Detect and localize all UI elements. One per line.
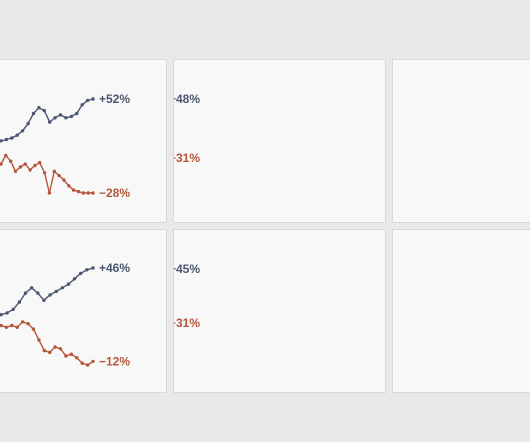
data-point-4-2-6 xyxy=(26,322,30,326)
data-point-4-1-12 xyxy=(66,282,71,286)
data-point-1-2-20 xyxy=(91,191,95,195)
data-point-4-1-16 xyxy=(91,266,95,270)
data-point-4-1-10 xyxy=(54,289,58,294)
chart-svg-6 xyxy=(393,230,530,393)
data-point-4-2-12 xyxy=(58,347,63,351)
series-line-4-1 xyxy=(0,267,94,316)
data-point-1-2-12 xyxy=(52,169,56,173)
data-point-4-1-2 xyxy=(5,311,9,315)
series-line-1-2 xyxy=(0,154,93,194)
data-point-4-1-4 xyxy=(17,300,22,304)
data-point-4-2-5 xyxy=(20,320,25,324)
data-point-4-2-11 xyxy=(53,345,57,349)
data-point-1-2-15 xyxy=(67,184,71,188)
chart-panel-1: +52% −28% xyxy=(0,59,167,223)
data-point-1-1-17 xyxy=(85,98,90,103)
series-line-1-1 xyxy=(0,98,94,142)
chart-svg-3 xyxy=(393,60,530,223)
data-point-1-2-10 xyxy=(42,171,47,175)
data-point-1-2-5 xyxy=(18,165,23,169)
data-point-1-2-1 xyxy=(0,162,3,166)
data-point-4-1-6 xyxy=(30,286,34,290)
chart-panel-6 xyxy=(392,229,530,393)
data-point-4-2-9 xyxy=(42,348,46,353)
chart-svg-4: +46% −12% xyxy=(0,261,130,368)
chart-svg-1: +52% −28% xyxy=(0,92,130,200)
data-point-4-2-4 xyxy=(15,325,19,329)
data-point-4-2-13 xyxy=(64,354,68,358)
data-point-1-1-12 xyxy=(58,113,63,117)
end-label-1-1: +52% xyxy=(99,92,130,106)
data-point-1-2-19 xyxy=(86,191,90,195)
data-point-1-1-11 xyxy=(53,116,57,120)
data-point-4-1-5 xyxy=(23,291,28,295)
data-point-4-1-13 xyxy=(72,277,77,281)
chart-svg-5: +45% −31% xyxy=(174,262,200,330)
end-label-4-2: −12% xyxy=(99,354,130,368)
end-label-5-1: +45% xyxy=(174,262,200,276)
data-point-4-2-14 xyxy=(69,352,74,356)
data-point-4-1-7 xyxy=(36,291,40,295)
data-point-1-1-16 xyxy=(80,103,84,107)
data-point-4-2-8 xyxy=(37,338,41,342)
data-point-1-2-9 xyxy=(38,160,42,165)
data-point-1-2-2 xyxy=(4,153,8,158)
data-point-1-2-7 xyxy=(28,168,32,172)
data-point-1-2-18 xyxy=(81,191,86,195)
data-point-4-2-15 xyxy=(75,356,79,360)
data-point-4-2-10 xyxy=(48,350,52,355)
data-point-1-1-15 xyxy=(75,111,79,116)
data-point-1-2-8 xyxy=(33,163,37,168)
data-point-4-1-8 xyxy=(42,298,46,302)
chart-svg-2: +48% −31% xyxy=(174,92,200,165)
data-point-4-1-11 xyxy=(60,286,64,290)
data-point-1-1-3 xyxy=(10,136,14,140)
end-label-1-2: −28% xyxy=(99,186,130,200)
chart-panel-5: +45% −31% xyxy=(173,229,386,393)
chart-panel-2: +48% −31% xyxy=(173,59,386,223)
data-point-4-1-9 xyxy=(48,293,52,297)
chart-panel-4: +46% −12% xyxy=(0,229,167,393)
data-point-4-2-16 xyxy=(80,361,84,365)
data-point-1-1-5 xyxy=(20,129,25,133)
data-point-4-2-3 xyxy=(10,323,14,328)
data-point-4-1-1 xyxy=(0,313,3,317)
data-point-1-1-8 xyxy=(37,106,41,110)
data-point-4-2-17 xyxy=(85,363,90,367)
data-point-1-2-3 xyxy=(9,159,13,163)
data-point-1-1-13 xyxy=(64,116,68,120)
data-point-1-1-9 xyxy=(42,108,46,113)
end-label-2-1: +48% xyxy=(174,92,200,106)
data-point-1-1-18 xyxy=(91,97,95,101)
data-point-4-1-3 xyxy=(11,307,15,311)
data-point-1-1-1 xyxy=(0,139,3,143)
data-point-1-1-6 xyxy=(26,121,30,126)
data-point-1-1-2 xyxy=(4,137,9,142)
data-point-4-2-7 xyxy=(31,327,36,331)
data-point-4-2-1 xyxy=(0,323,3,328)
data-point-1-2-4 xyxy=(13,169,18,173)
data-point-1-2-16 xyxy=(71,188,76,192)
data-point-1-2-13 xyxy=(57,173,61,178)
end-label-5-2: −31% xyxy=(174,316,200,330)
data-point-4-2-18 xyxy=(91,359,95,364)
data-point-1-2-17 xyxy=(76,189,81,194)
data-point-1-1-14 xyxy=(69,114,74,119)
data-point-4-1-15 xyxy=(85,268,89,272)
end-label-4-1: +46% xyxy=(99,261,130,275)
data-point-1-2-11 xyxy=(47,191,52,195)
data-point-1-1-7 xyxy=(31,111,36,116)
data-point-1-1-4 xyxy=(15,133,19,137)
data-point-4-1-14 xyxy=(79,271,83,276)
data-point-1-2-6 xyxy=(23,162,27,166)
end-label-2-2: −31% xyxy=(174,151,200,165)
data-point-4-2-2 xyxy=(4,325,9,329)
data-point-1-2-14 xyxy=(62,178,66,182)
series-line-4-2 xyxy=(0,321,94,366)
chart-panel-3 xyxy=(392,59,530,223)
data-point-1-1-10 xyxy=(48,120,52,124)
